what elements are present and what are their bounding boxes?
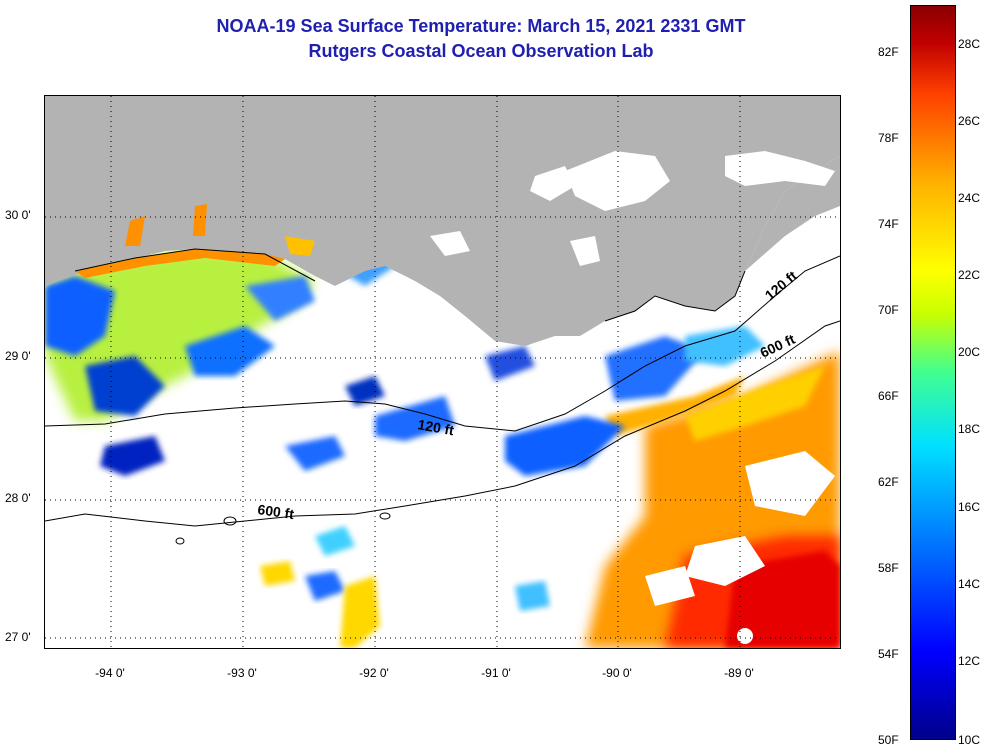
land-mass [45,96,840,346]
colorbar-f-label: 58F [878,561,899,575]
colorbar-f-label: 50F [878,733,899,747]
colorbar-c-label: 16C [958,500,981,514]
colorbar-c-label: 20C [958,345,981,359]
lon-label: -94 0' [95,666,125,680]
lat-label: 27 0' [5,630,31,644]
lon-label: -91 0' [481,666,511,680]
sst-map-svg: 120 ft 120 ft 600 ft 600 ft [45,96,840,648]
isobath-label-120ft-east: 120 ft [762,267,801,303]
colorbar-c-label: 12C [958,654,981,668]
lat-label: 29 0' [5,349,31,363]
isobath-label-600ft-east: 600 ft [758,331,798,361]
colorbar-f-label: 78F [878,131,899,145]
colorbar-c-label: 24C [958,191,981,205]
lon-label: -92 0' [359,666,389,680]
lat-label: 28 0' [5,491,31,505]
map-subtitle: Rutgers Coastal Ocean Observation Lab [308,41,654,61]
colorbar-f-label: 54F [878,647,899,661]
graticule [45,96,840,648]
map-title: NOAA-19 Sea Surface Temperature: March 1… [216,16,746,36]
lon-label: -93 0' [227,666,257,680]
lon-label: -89 0' [724,666,754,680]
isobath-label-120ft-west: 120 ft [416,416,455,438]
colorbar-f-label: 62F [878,475,899,489]
colorbar-c-label: 26C [958,114,981,128]
colorbar-c-label: 28C [958,37,981,51]
cloud-patches [645,451,835,644]
colorbar-c-label: 10C [958,733,981,747]
colorbar-c-label: 22C [958,268,981,282]
colorbar-f-label: 74F [878,217,899,231]
colorbar-c-label: 14C [958,577,981,591]
lon-label: -90 0' [602,666,632,680]
colorbar-f-label: 82F [878,45,899,59]
lat-label: 30 0' [5,208,31,222]
sst-map: 120 ft 120 ft 600 ft 600 ft [44,95,841,649]
warm-patches-south [260,561,550,648]
coastal-fringe [75,204,315,278]
bathymetry-contours [45,248,840,545]
colorbar-f-label: 66F [878,389,899,403]
colorbar-f-label: 70F [878,303,899,317]
colorbar-c-label: 18C [958,422,981,436]
temperature-colorbar [910,5,956,740]
isobath-label-600ft-west: 600 ft [257,501,296,522]
shelf-water-west [45,249,315,421]
